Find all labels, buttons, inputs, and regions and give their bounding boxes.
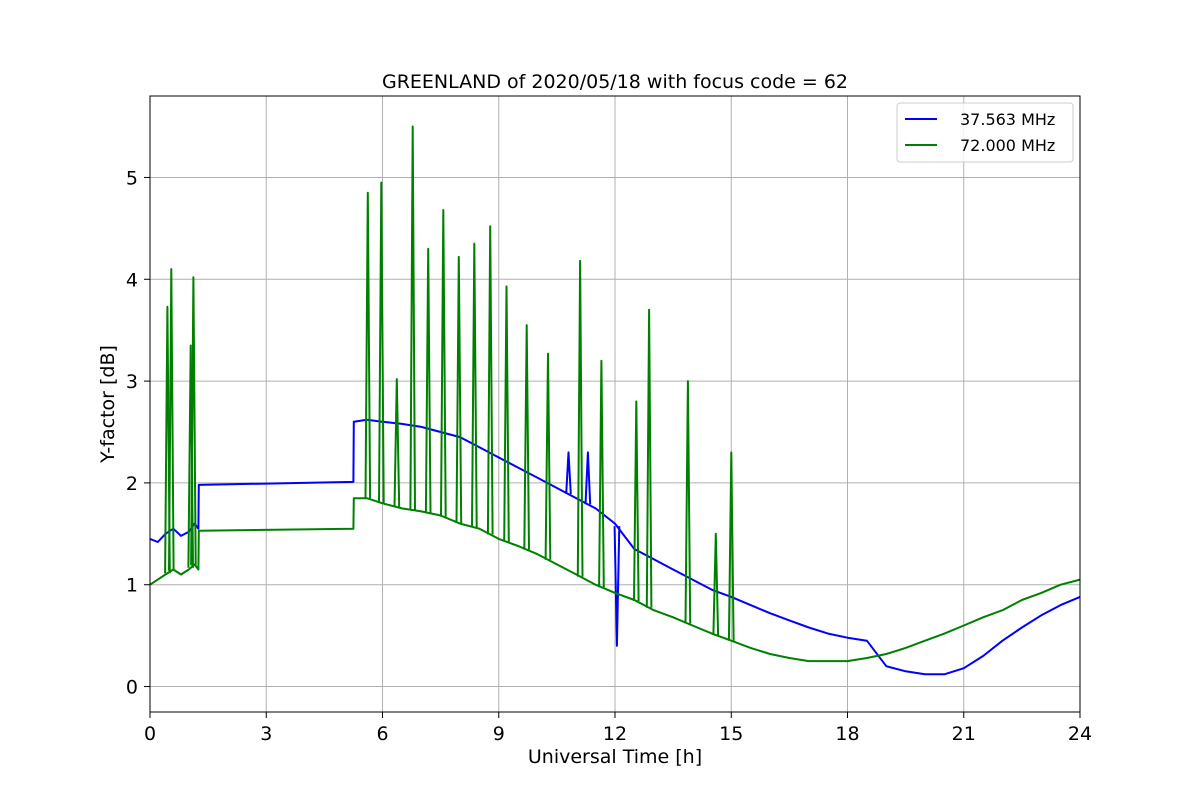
series-spike-0	[565, 451, 572, 495]
x-tick-label: 12	[603, 723, 627, 745]
series-spike-1	[576, 259, 584, 577]
series-spike-1	[440, 209, 447, 517]
series-spike-1	[712, 532, 720, 636]
x-tick-label: 9	[493, 723, 505, 745]
x-tick-label: 21	[952, 723, 976, 745]
x-tick-label: 15	[719, 723, 743, 745]
x-tick-label: 24	[1068, 723, 1092, 745]
x-tick-label: 18	[835, 723, 859, 745]
series-line-1	[149, 497, 1081, 663]
legend-label-0: 37.563 MHz	[960, 110, 1055, 129]
series-spike-1	[471, 242, 478, 528]
y-tick-label: 2	[126, 473, 138, 495]
y-tick-label: 4	[126, 269, 138, 291]
legend-box	[896, 102, 1074, 163]
x-tick-label: 0	[144, 723, 156, 745]
series-spike-1	[523, 324, 530, 550]
y-tick-label: 1	[126, 575, 138, 597]
legend: 37.563 MHz 72.000 MHz	[896, 102, 1074, 163]
series-spike-1	[544, 352, 552, 560]
series-spike-1	[364, 191, 372, 499]
series-spike-1	[378, 181, 385, 503]
y-tick-label: 0	[126, 677, 138, 699]
y-tick-label: 3	[126, 371, 138, 393]
y-tick-label: 5	[126, 167, 138, 189]
x-tick-label: 6	[376, 723, 388, 745]
series-spike-1	[598, 359, 605, 588]
series-spike-1	[684, 380, 692, 624]
series-spike-1	[393, 378, 401, 508]
series-spike-0	[613, 526, 621, 647]
series-spike-1	[455, 255, 463, 524]
series-spike-0	[584, 451, 592, 505]
series-spike-1	[727, 451, 735, 641]
series-spike-1	[168, 268, 175, 571]
series-lines	[149, 125, 1081, 676]
series-spike-1	[190, 276, 197, 566]
y-axis-label: Y-factor [dB]	[97, 345, 119, 464]
series-spike-1	[645, 308, 653, 608]
series-spike-1	[409, 125, 416, 511]
series-spike-1	[424, 247, 432, 513]
x-tick-label: 3	[260, 723, 272, 745]
series-spike-1	[486, 225, 494, 535]
series-line-0	[149, 418, 1081, 676]
legend-label-1: 72.000 MHz	[960, 136, 1055, 155]
x-axis-label: Universal Time [h]	[528, 746, 702, 768]
series-spike-1	[633, 400, 640, 602]
chart-title: GREENLAND of 2020/05/18 with focus code …	[382, 71, 848, 93]
series-spike-1	[503, 285, 510, 542]
